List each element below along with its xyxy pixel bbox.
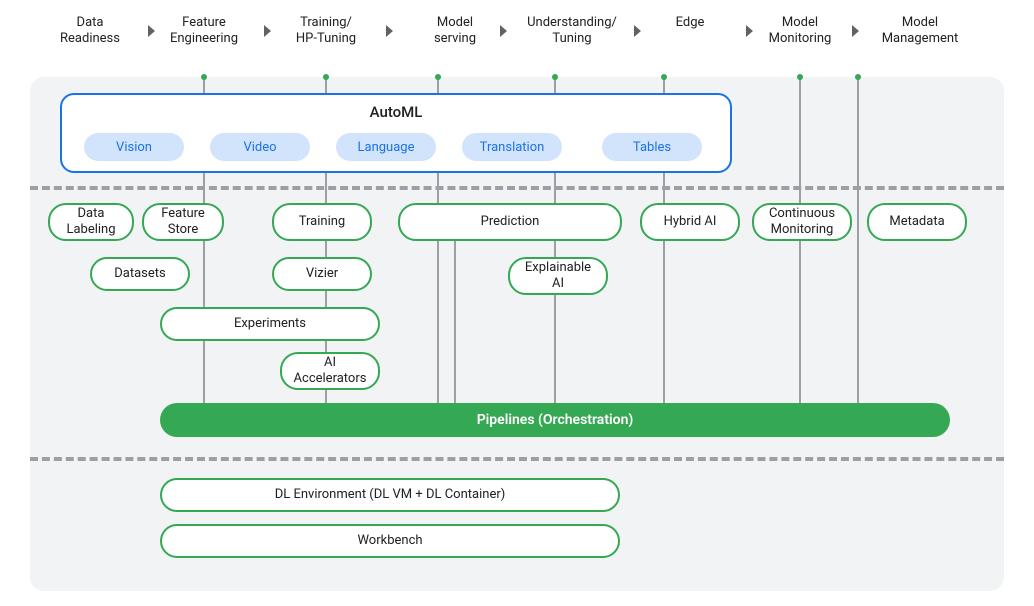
stage-label: ModelMonitoring <box>769 15 832 48</box>
pill-ai-accelerators: AIAccelerators <box>280 352 380 390</box>
pipelines-bar: Pipelines (Orchestration) <box>160 403 950 437</box>
automl-title: AutoML <box>62 103 730 121</box>
automl-chip-tables: Tables <box>602 133 702 161</box>
pill-dl-environment: DL Environment (DL VM + DL Container) <box>160 478 620 512</box>
chevron-right-icon <box>148 25 155 37</box>
automl-chip-vision: Vision <box>84 133 184 161</box>
vline-dot <box>552 74 558 80</box>
stage-label: Edge <box>676 15 705 31</box>
pill-data-labeling: DataLabeling <box>48 203 134 241</box>
chevron-right-icon <box>264 25 271 37</box>
chevron-right-icon <box>852 25 859 37</box>
vline-dot <box>661 74 667 80</box>
automl-box: AutoML Vision Video Language Translation… <box>60 93 732 173</box>
vline <box>454 215 456 403</box>
pill-explainable-ai: ExplainableAI <box>508 257 608 295</box>
automl-chip-language: Language <box>336 133 436 161</box>
pill-feature-store: FeatureStore <box>142 203 224 241</box>
pill-training: Training <box>272 203 372 241</box>
stage-header: DataReadiness FeatureEngineering Trainin… <box>0 15 1034 65</box>
pill-continuous-monitoring: ContinuousMonitoring <box>752 203 852 241</box>
stage-label: FeatureEngineering <box>170 15 238 48</box>
pill-datasets: Datasets <box>90 257 190 291</box>
pill-vizier: Vizier <box>272 257 372 291</box>
chevron-right-icon <box>746 25 753 37</box>
pill-workbench: Workbench <box>160 524 620 558</box>
stage-label: DataReadiness <box>60 15 120 48</box>
chevron-right-icon <box>634 25 641 37</box>
pill-prediction: Prediction <box>398 203 622 241</box>
automl-chip-translation: Translation <box>462 133 562 161</box>
pill-metadata: Metadata <box>867 203 967 241</box>
vline-dot <box>323 74 329 80</box>
vline-dot <box>855 74 861 80</box>
vline-dot <box>201 74 207 80</box>
stage-label: Modelserving <box>434 15 476 48</box>
chevron-right-icon <box>386 25 393 37</box>
vline <box>857 77 859 403</box>
dashed-separator <box>30 186 1004 190</box>
dashed-separator <box>30 457 1004 461</box>
vline-dot <box>435 74 441 80</box>
pill-hybrid-ai: Hybrid AI <box>640 203 740 241</box>
pill-experiments: Experiments <box>160 307 380 341</box>
chevron-right-icon <box>500 25 507 37</box>
stage-label: Understanding/Tuning <box>527 15 617 48</box>
automl-chip-video: Video <box>210 133 310 161</box>
stage-label: Training/HP-Tuning <box>296 15 356 48</box>
stage-label: ModelManagement <box>882 15 959 48</box>
vline-dot <box>797 74 803 80</box>
